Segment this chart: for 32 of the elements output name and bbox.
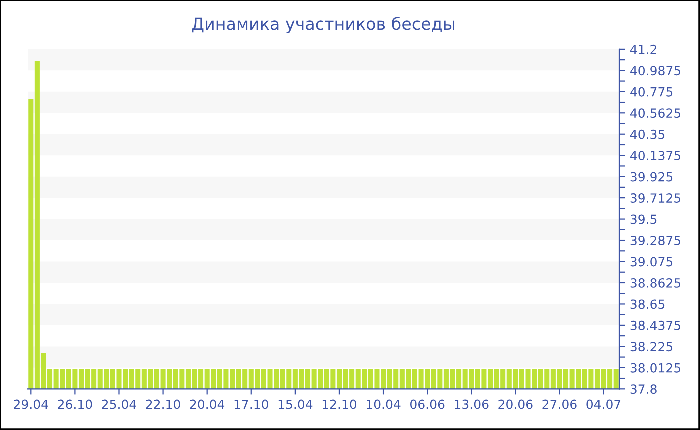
- y-tick-label: 39.7125: [630, 194, 681, 203]
- y-tick-label: 37.8: [630, 384, 657, 394]
- x-tick-label: 12.10: [322, 400, 357, 410]
- x-tick-label: 10.04: [367, 400, 401, 410]
- y-tick-label: 39.075: [630, 257, 673, 267]
- chart-title: Динамика участников беседы: [192, 17, 455, 34]
- y-tick-label: 38.225: [630, 342, 673, 352]
- y-tick-label: 38.0125: [630, 363, 681, 373]
- x-tick-label: 04.07: [586, 400, 621, 410]
- y-tick-label: 40.775: [630, 87, 673, 97]
- x-tick-label: 20.04: [190, 400, 225, 410]
- x-tick-label: 22.10: [146, 400, 180, 410]
- x-tick-label: 27.06: [542, 400, 577, 410]
- y-tick-label: 38.65: [630, 300, 665, 310]
- x-tick-label: 15.04: [278, 400, 313, 410]
- x-tick-label: 29.04: [14, 400, 48, 410]
- x-tick-label: 17.10: [234, 400, 268, 410]
- y-tick-label: 40.5625: [630, 108, 681, 118]
- y-tick-label: 38.4375: [630, 320, 681, 330]
- y-tick-label: 39.2875: [630, 236, 681, 246]
- y-tick-label: 40.1375: [630, 151, 681, 161]
- y-tick-label: 38.8625: [630, 278, 681, 288]
- y-tick-label: 40.9875: [630, 66, 681, 76]
- x-tick-label: 25.04: [102, 400, 136, 410]
- y-tick-label: 40.35: [630, 130, 665, 140]
- x-tick-label: 20.06: [498, 400, 533, 410]
- y-tick-label: 39.925: [630, 172, 673, 182]
- y-tick-label: 41.2: [630, 44, 656, 54]
- y-tick-label: 39.5: [630, 214, 657, 224]
- x-tick-label: 13.06: [455, 400, 489, 410]
- x-tick-label: 26.10: [58, 400, 92, 410]
- x-tick-label: 06.06: [410, 400, 445, 410]
